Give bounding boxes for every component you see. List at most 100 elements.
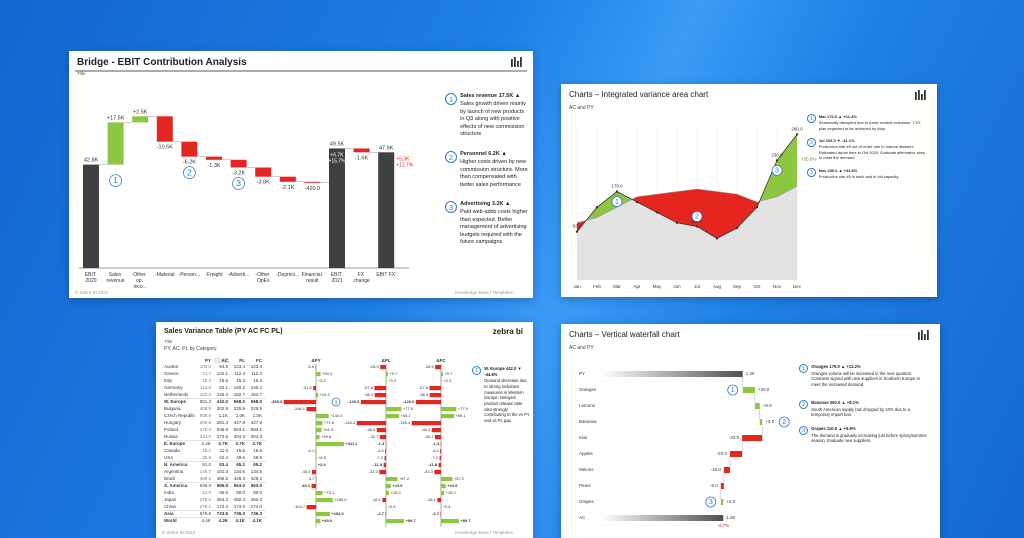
- comment: 1 Mar 170.0 ▲ +21.4% Seasonally disrupted …: [807, 114, 927, 131]
- cell: 65.2: [236, 462, 245, 467]
- delta-bar: [316, 414, 329, 419]
- delta-label: -4.6: [377, 448, 385, 453]
- delta-bar: [311, 470, 316, 475]
- delta-bar: [440, 449, 441, 454]
- comment: 2 Jul 103.0 ▼ -41.1% Production site #5 ou…: [807, 138, 927, 161]
- delta-bar: [283, 400, 316, 405]
- delta-label: +9.7: [444, 371, 453, 376]
- comment-marker: 3: [799, 426, 809, 436]
- delta-label: +49.0: [322, 518, 333, 523]
- cell: 736.3: [234, 511, 246, 516]
- comment-heading: W. Europe 442.0 ▼ -44.8%: [484, 366, 522, 377]
- category-label: -Adverti...: [228, 272, 249, 278]
- marker-circle: [109, 174, 122, 188]
- cell: 304.3: [251, 434, 263, 439]
- delta-label: -104.7: [294, 504, 306, 509]
- comment-heading: Jul 103.0 ▼ -41.1%: [818, 138, 855, 143]
- delta-bar: [437, 498, 441, 503]
- cell: 126.4: [217, 392, 229, 397]
- delta-label: +89.7: [405, 518, 416, 523]
- card-title: Charts – Vertical waterfall chart: [569, 330, 680, 339]
- cell: 49.6: [236, 455, 245, 460]
- delta-bar: [754, 403, 760, 409]
- delta-label: +311.1: [345, 441, 358, 446]
- change-label: -2.7%: [717, 523, 729, 528]
- bar: [329, 148, 345, 268]
- delta-label: +0.4: [443, 504, 452, 509]
- cell: 489.2: [200, 476, 212, 481]
- delta-bar: [723, 467, 730, 473]
- row-name: Poland: [164, 427, 179, 432]
- delta-label: -4.1: [307, 448, 315, 453]
- delta-label: +71.8: [324, 420, 335, 425]
- value-label: -5.0: [710, 483, 718, 488]
- row-label: Apples: [579, 451, 594, 456]
- cell: 568.0: [234, 399, 246, 404]
- cell: 428.3: [234, 476, 246, 481]
- delta-label: +39.6: [321, 434, 332, 439]
- row-name: World: [164, 518, 177, 523]
- delta-label: +15.0: [446, 490, 457, 495]
- ac-point: [575, 230, 579, 233]
- card: 42.8K EBIT 2020 +17.5K Sales revenue 1 +2.5K O…: [69, 51, 533, 298]
- month-label: Mar: [613, 284, 621, 289]
- logo-bar: [511, 59, 513, 67]
- delta-label: +50.3: [322, 371, 333, 376]
- cell: 2.7K: [218, 441, 228, 446]
- marker-number: 1: [334, 400, 337, 406]
- cell: 225.9: [234, 406, 246, 411]
- row-name: Argentina: [164, 469, 184, 474]
- delta-label: +0.4: [388, 504, 397, 509]
- ac-point: [775, 159, 779, 162]
- ac-point: [595, 206, 599, 209]
- comment-body: Personnel 6.2K ▲ Higher costs driven by n…: [460, 151, 529, 189]
- logo-bar: [517, 61, 519, 67]
- delta-bar: [316, 393, 319, 398]
- delta-label: -45.4: [301, 469, 311, 474]
- delta-bar: [411, 421, 441, 426]
- cell: 102.2: [200, 392, 212, 397]
- variance-area: [757, 201, 760, 208]
- logo-bar: [915, 92, 917, 100]
- bar: [304, 181, 321, 183]
- delta-label: -28.9: [370, 364, 380, 369]
- cell: 140.2: [251, 385, 263, 390]
- cell: 563.0: [234, 483, 246, 488]
- delta-bar: [386, 407, 402, 412]
- cell: 1.1K: [219, 413, 228, 418]
- value-label: +2.5K: [133, 109, 148, 115]
- delta-header: ΔFC: [436, 358, 446, 363]
- logo-bar: [918, 332, 920, 340]
- delta-bar: [435, 365, 441, 370]
- row-name: S. America: [164, 483, 188, 488]
- cell: 80.0: [236, 490, 245, 495]
- annotation: +5.3K: [396, 156, 410, 162]
- logo-bar: [921, 94, 923, 100]
- delta-bar: [386, 505, 387, 510]
- value-label: +20.0: [758, 387, 770, 392]
- delta-label: -31.8: [303, 385, 313, 390]
- delta-bar: [374, 393, 386, 398]
- ac-point: [675, 221, 679, 224]
- cell: 94.5: [219, 364, 228, 369]
- row-name: Italy: [164, 378, 173, 383]
- cell: 174.0: [251, 504, 263, 509]
- row-name: Japan: [164, 497, 177, 502]
- delta-label: +2.4: [318, 462, 327, 467]
- cell: 408.9: [200, 406, 212, 411]
- delta-bar: [759, 419, 763, 425]
- delta-bar: [306, 407, 316, 412]
- cell: 49.6: [253, 455, 262, 460]
- marker-circle: [611, 196, 623, 207]
- delta-label: -126.0: [403, 399, 415, 404]
- month-label: Nov: [773, 284, 782, 289]
- cell: 123.4: [234, 364, 246, 369]
- delta-bar: [440, 442, 442, 447]
- comment-text: Production site #5 out of order due to n…: [818, 144, 925, 161]
- marker-circle: [705, 496, 717, 508]
- value-label: -2.1K: [281, 185, 294, 191]
- cell: 15.1: [202, 448, 211, 453]
- month-label: Aug: [713, 284, 722, 289]
- variance-area: [657, 191, 677, 223]
- cell: 146.7: [200, 469, 212, 474]
